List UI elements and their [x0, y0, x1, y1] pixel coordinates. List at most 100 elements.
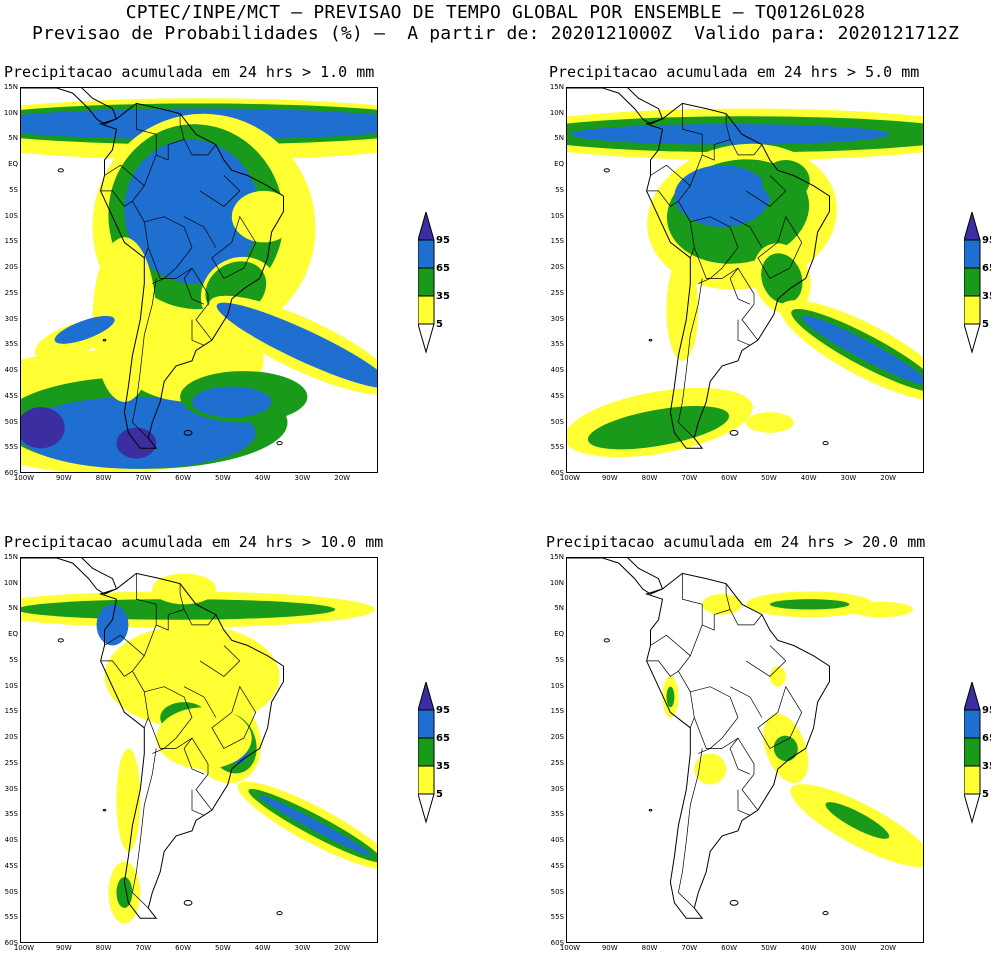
island [276, 911, 283, 916]
probability-area [156, 707, 252, 770]
latitude-tick-label: 10S [4, 681, 18, 690]
probability-area [124, 139, 260, 284]
island [276, 441, 283, 446]
latitude-tick-label: 10S [550, 681, 564, 690]
country-border [689, 717, 695, 728]
island [57, 168, 64, 173]
longitude-tick-label: 20W [334, 474, 351, 482]
longitude-tick-label: 70W [681, 944, 698, 952]
country-border [183, 267, 205, 305]
country-border [144, 216, 193, 284]
country-border [104, 634, 145, 657]
country-border [757, 215, 803, 279]
latitude-tick-label: 10N [3, 108, 18, 117]
island [57, 638, 64, 643]
country-border [191, 319, 205, 346]
longitude-tick-label: 100W [13, 474, 35, 482]
latitude-tick-label: 5N [8, 604, 18, 613]
latitude-tick-label: 60S [4, 939, 18, 947]
probability-area [666, 686, 675, 708]
colorbar-level-label: 65 [982, 733, 991, 744]
panel-2-colorbar: 95 65 35 5 [963, 210, 991, 362]
country-border [737, 319, 751, 346]
island [183, 899, 193, 906]
panel-3-map [20, 557, 378, 943]
probability-area [21, 407, 65, 449]
colorbar-segment [417, 793, 435, 824]
latitude-tick-label: 15S [4, 707, 18, 716]
probability-area [801, 315, 923, 386]
country-border [729, 267, 751, 305]
longitude-tick-label: 40W [254, 944, 271, 952]
probability-area [773, 735, 798, 762]
latitude-tick-label: 15N [549, 83, 564, 91]
panel-4-map [566, 557, 924, 943]
colorbar-segment [963, 210, 981, 241]
latitude-tick-label: 20S [550, 263, 564, 272]
latitude-tick-label: 25S [4, 758, 18, 767]
colorbar-level-label: 35 [982, 291, 991, 302]
latitude-tick-label: 15N [549, 553, 564, 561]
latitude-tick-label: EQ [8, 630, 18, 639]
coastline [98, 102, 284, 449]
latitude-tick-label: 5S [555, 185, 564, 194]
longitude-tick-label: 20W [880, 474, 897, 482]
longitude-tick-label: 30W [840, 474, 857, 482]
island [183, 429, 193, 436]
latitude-tick-label: 40S [550, 836, 564, 845]
latitude-tick-label: 30S [550, 314, 564, 323]
latitude-tick-label: 35S [4, 340, 18, 349]
latitude-tick-label: 35S [550, 810, 564, 819]
country-border [690, 686, 739, 754]
country-border [689, 247, 695, 258]
country-border [132, 278, 157, 439]
island [729, 899, 739, 906]
probability-area [54, 315, 115, 344]
country-border [100, 660, 133, 677]
coastline [98, 572, 284, 919]
latitude-tick-label: 25S [550, 758, 564, 767]
latitude-tick-label: 25S [550, 288, 564, 297]
longitude-tick-label: 50W [214, 474, 231, 482]
longitude-tick-label: 70W [135, 944, 152, 952]
latitude-tick-label: 30S [550, 784, 564, 793]
latitude-tick-label: 55S [550, 443, 564, 452]
latitude-tick-label: 5N [554, 134, 564, 143]
colorbar-level-label: 65 [982, 263, 991, 274]
colorbar-segment [963, 709, 981, 739]
probability-area [746, 412, 794, 433]
longitude-tick-label: 40W [800, 944, 817, 952]
latitude-tick-label: EQ [8, 160, 18, 169]
island [729, 429, 739, 436]
longitude-tick-label: 100W [13, 944, 35, 952]
longitude-tick-label: 20W [334, 944, 351, 952]
country-border [199, 175, 241, 207]
probability-area [231, 190, 296, 243]
colorbar-segment [417, 709, 435, 739]
longitude-tick-label: 80W [641, 944, 658, 952]
country-border [183, 216, 217, 248]
colorbar-level-label: 65 [436, 263, 450, 274]
colorbar-level-label: 95 [436, 235, 450, 246]
country-border [211, 215, 257, 279]
longitude-tick-label: 60W [175, 474, 191, 482]
colorbar-level-label: 35 [436, 291, 450, 302]
island [648, 808, 653, 812]
panel-2-title: Precipitacao acumulada em 24 hrs > 5.0 m… [549, 63, 920, 81]
latitude-tick-label: 5N [554, 604, 564, 613]
latitude-tick-label: 5N [8, 134, 18, 143]
colorbar-level-label: 5 [436, 319, 443, 330]
latitude-tick-label: 50S [4, 887, 18, 896]
latitude-tick-label: 60S [550, 939, 564, 947]
colorbar-segment [417, 267, 435, 297]
probability-area [96, 604, 129, 646]
colorbar-level-label: 65 [436, 733, 450, 744]
island [603, 638, 610, 643]
latitude-tick-label: 35S [4, 810, 18, 819]
longitude-tick-label: 50W [760, 474, 777, 482]
colorbar-level-label: 95 [982, 705, 991, 716]
colorbar-level-label: 35 [982, 761, 991, 772]
country-border [757, 685, 803, 749]
latitude-tick-label: 15N [3, 553, 18, 561]
country-border [650, 634, 691, 657]
